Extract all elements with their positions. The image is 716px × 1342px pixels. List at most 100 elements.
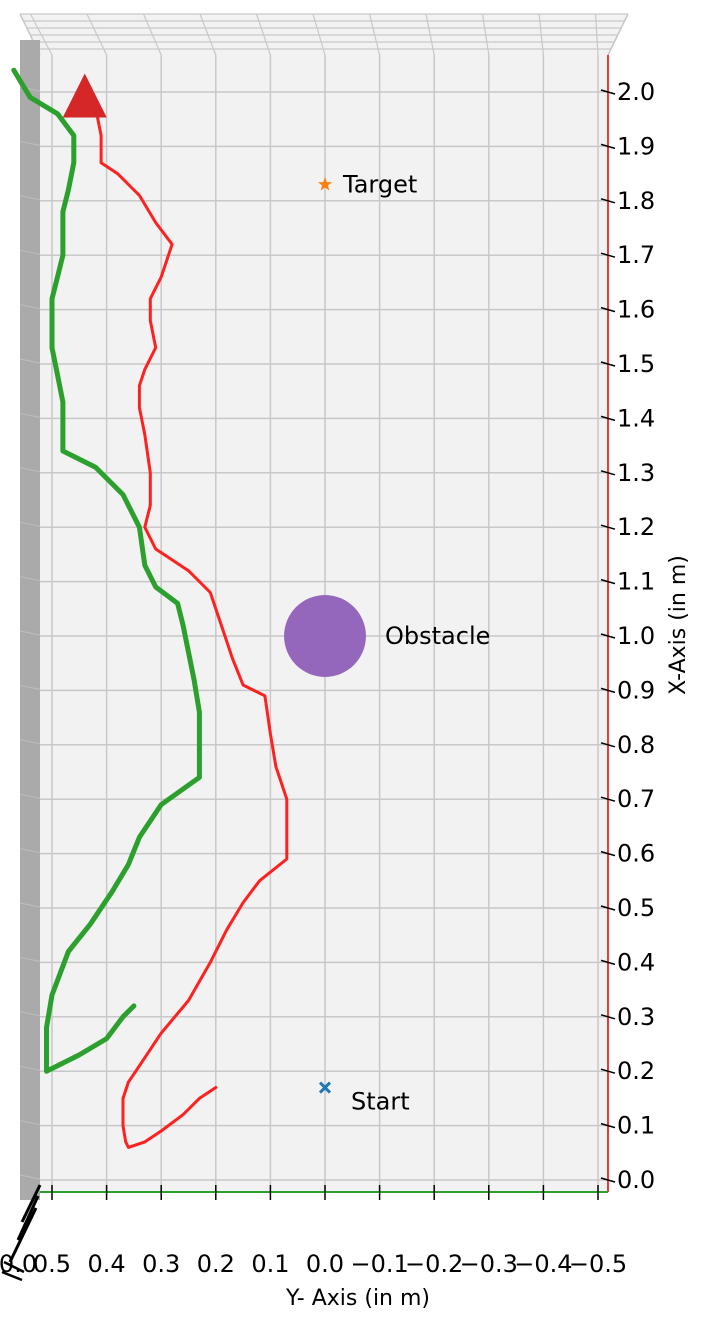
wall-grid-line bbox=[19, 1120, 41, 1126]
y-tick-mark bbox=[600, 306, 616, 313]
left-wall bbox=[20, 40, 40, 1200]
z-axis-fragment bbox=[1, 1260, 25, 1282]
y-tick-mark bbox=[600, 89, 616, 95]
x-tick-label: −0.5 bbox=[569, 1250, 627, 1278]
obstacle-marker bbox=[284, 595, 366, 677]
top-grid-line bbox=[29, 13, 53, 56]
y-tick-mark bbox=[600, 1068, 616, 1074]
wall-grid-line bbox=[19, 1011, 41, 1017]
top-grid-line bbox=[312, 13, 326, 56]
y-tick-mark bbox=[600, 742, 616, 748]
x-tick-label: −0.4 bbox=[514, 1250, 572, 1278]
wall-grid-line bbox=[19, 902, 41, 908]
wall-grid-line bbox=[19, 684, 41, 690]
wall-grid-line bbox=[19, 956, 41, 962]
wall-grid-line bbox=[19, 630, 41, 636]
x-tick-label: 0.3 bbox=[142, 1250, 180, 1278]
x-tick-label: 0.1 bbox=[251, 1250, 289, 1278]
wall-grid-line bbox=[19, 195, 41, 201]
y-tick-label: 1.0 bbox=[617, 622, 655, 650]
series-lines bbox=[11, 67, 289, 1149]
top-grid-line bbox=[425, 13, 435, 56]
y-tick-label: 0.7 bbox=[617, 785, 655, 813]
y-tick-mark bbox=[600, 1014, 616, 1020]
y-tick-mark bbox=[600, 850, 616, 857]
y-tick-label: 1.1 bbox=[617, 568, 655, 596]
y-tick-mark bbox=[600, 796, 616, 802]
perspective-top-edge bbox=[19, 13, 629, 56]
y-tick-label: 1.4 bbox=[617, 404, 655, 432]
y-tick-label: 0.5 bbox=[617, 894, 655, 922]
y-tick-label: 1.6 bbox=[617, 296, 655, 324]
top-grid-line bbox=[255, 13, 271, 56]
y-tick-label: 0.6 bbox=[617, 840, 655, 868]
green-trajectory bbox=[11, 67, 202, 1074]
y-tick-label: 0.4 bbox=[617, 948, 655, 976]
start-label: Start bbox=[351, 1088, 410, 1116]
target-label: Target bbox=[342, 170, 417, 198]
wall-grid-line bbox=[19, 249, 41, 255]
y-tick-mark bbox=[600, 524, 616, 530]
y-tick-label: 2.0 bbox=[617, 78, 655, 106]
y-tick-mark bbox=[600, 143, 616, 150]
obstacle-label: Obstacle bbox=[385, 622, 490, 650]
top-grid-line bbox=[368, 13, 381, 56]
wall-grid-line bbox=[19, 521, 41, 527]
wall-grid-line bbox=[19, 739, 41, 745]
z-tick-label: 0.0 bbox=[0, 1250, 37, 1278]
red-trajectory bbox=[83, 95, 289, 1149]
wall-grid-line bbox=[19, 467, 41, 473]
y-tick-mark bbox=[600, 198, 616, 204]
y-tick-label: 0.1 bbox=[617, 1112, 655, 1140]
target-marker bbox=[317, 177, 333, 191]
wall-grid-line bbox=[19, 358, 41, 364]
top-grid-line bbox=[481, 13, 490, 56]
wall-grid-line bbox=[19, 412, 41, 418]
y-tick-label: 0.0 bbox=[617, 1166, 655, 1194]
y-tick-label: 1.9 bbox=[617, 132, 655, 160]
x-axis-title: Y- Axis (in m) bbox=[285, 1286, 430, 1311]
wall-grid-line bbox=[19, 576, 41, 582]
y-tick-mark bbox=[600, 1177, 616, 1183]
x-tick-label: 0.4 bbox=[88, 1250, 126, 1278]
top-grid-line bbox=[86, 13, 108, 56]
y-tick-label: 1.5 bbox=[617, 350, 655, 378]
x-tick-label: −0.3 bbox=[460, 1250, 518, 1278]
y-tick-mark bbox=[600, 905, 616, 911]
top-grid-line bbox=[142, 13, 162, 56]
wall-grid-line bbox=[19, 304, 41, 310]
y-tick-mark bbox=[600, 959, 616, 966]
goal-triangle-marker bbox=[62, 73, 107, 118]
y-tick-mark bbox=[600, 633, 616, 639]
y-tick-label: 0.3 bbox=[617, 1003, 655, 1031]
wall-grid-line bbox=[19, 848, 41, 854]
x-tick-label: 0.5 bbox=[33, 1250, 71, 1278]
wall-grid-line bbox=[19, 1065, 41, 1071]
y-tick-label: 1.8 bbox=[617, 187, 655, 215]
y-tick-mark bbox=[600, 470, 616, 476]
x-tick-label: −0.2 bbox=[405, 1250, 463, 1278]
corner-fragment: 0.0 bbox=[0, 1184, 42, 1282]
y-tick-label: 1.2 bbox=[617, 513, 655, 541]
start-marker bbox=[318, 1081, 332, 1094]
y-tick-mark bbox=[600, 687, 616, 694]
y-tick-mark bbox=[600, 361, 616, 367]
z-axis-fragment bbox=[8, 1184, 42, 1263]
y-tick-label: 0.2 bbox=[617, 1057, 655, 1085]
x-tick-label: 0.0 bbox=[306, 1250, 344, 1278]
y-tick-mark bbox=[600, 252, 616, 258]
y-tick-label: 1.3 bbox=[617, 459, 655, 487]
markers: Obstacle Start Target bbox=[62, 73, 490, 1116]
y-tick-mark bbox=[600, 578, 616, 585]
y-axis-title: X-Axis (in m) bbox=[666, 555, 691, 695]
y-tick-label: 1.7 bbox=[617, 241, 655, 269]
top-grid-line bbox=[199, 13, 217, 56]
y-ticks: 0.0 0.1 0.2 0.3 0.4 0.5 0.6 0.7 0.8 0.9 1.0 1.1 1.2 1… bbox=[600, 78, 655, 1194]
y-tick-label: 0.9 bbox=[617, 676, 655, 704]
x-ticks: 0.5 0.4 0.3 0.2 0.1 0.0 −0.1−0.2−0.3−0.4−0.5 bbox=[33, 1185, 627, 1278]
wall-grid-line bbox=[19, 140, 41, 146]
y-tick-label: 0.8 bbox=[617, 731, 655, 759]
top-grid-line bbox=[538, 13, 544, 56]
top-edge bbox=[607, 13, 629, 56]
